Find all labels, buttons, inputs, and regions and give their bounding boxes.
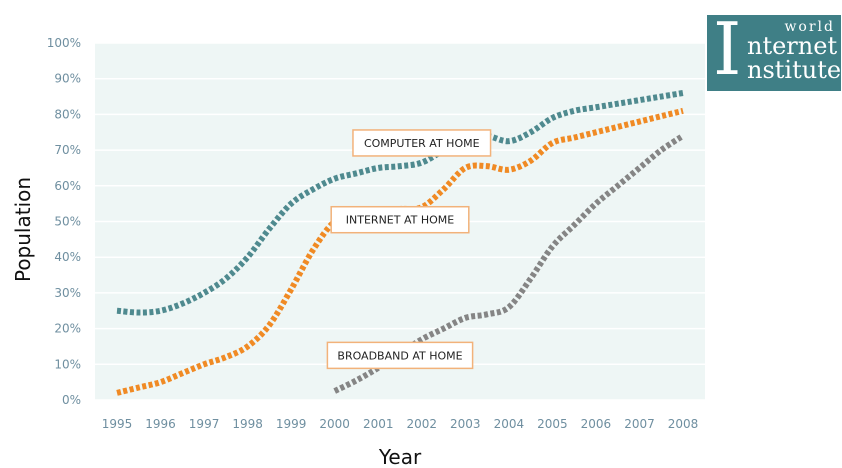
x-tick-label: 2003 (450, 417, 481, 431)
y-tick-label: 100% (47, 36, 81, 50)
x-axis-ticks: 1995 1996 1997 1998 1999 2000 2001 2002 2003 2004… (102, 417, 699, 431)
y-tick-label: 90% (54, 72, 81, 86)
series-labels: COMPUTER AT HOME INTERNET AT HOME BROADBAN… (326, 129, 492, 370)
x-tick-label: 2006 (581, 417, 612, 431)
x-tick-label: 2005 (537, 417, 568, 431)
y-tick-label: 50% (54, 215, 81, 229)
x-tick-label: 1995 (102, 417, 133, 431)
x-tick-label: 2002 (406, 417, 437, 431)
y-tick-label: 30% (54, 286, 81, 300)
logo-line-world: world (784, 19, 835, 35)
y-tick-label: 80% (54, 107, 81, 121)
series-label-box (330, 205, 470, 234)
y-tick-label: 20% (54, 322, 81, 336)
world-internet-institute-logo: I world nternet nstitute (707, 15, 841, 91)
y-axis-ticks: 0% 10% 20% 30% 40% 50% 60% 70% 80% 90% 100% (47, 36, 81, 407)
series-label-text: INTERNET AT HOME (346, 214, 454, 227)
y-tick-label: 70% (54, 143, 81, 157)
series-label-text: COMPUTER AT HOME (364, 137, 480, 150)
y-tick-label: 40% (54, 250, 81, 264)
y-axis-title: Population (11, 177, 35, 282)
x-tick-label: 2001 (363, 417, 394, 431)
x-tick-label: 1996 (145, 417, 176, 431)
series-label-text: BROADBAND AT HOME (337, 349, 462, 362)
series-label-1: INTERNET AT HOME (330, 205, 470, 234)
logo-line-internet: nternet (747, 32, 838, 60)
x-tick-label: 2000 (319, 417, 350, 431)
series-label-box (352, 129, 492, 157)
y-tick-label: 0% (62, 393, 81, 407)
x-tick-label: 1999 (276, 417, 307, 431)
x-tick-label: 2004 (494, 417, 525, 431)
x-tick-label: 2008 (668, 417, 699, 431)
y-tick-label: 60% (54, 179, 81, 193)
series-label-0: COMPUTER AT HOME (352, 129, 492, 157)
series-label-2: BROADBAND AT HOME (326, 341, 474, 370)
x-tick-label: 1997 (189, 417, 220, 431)
series-line-0 (116, 90, 684, 316)
logo-big-letter: I (713, 15, 742, 91)
x-axis-title: Year (378, 445, 422, 468)
x-tick-label: 2007 (624, 417, 655, 431)
y-tick-label: 10% (54, 357, 81, 371)
x-tick-label: 1998 (232, 417, 263, 431)
logo-line-institute: nstitute (747, 56, 841, 84)
series-label-box (326, 341, 474, 370)
